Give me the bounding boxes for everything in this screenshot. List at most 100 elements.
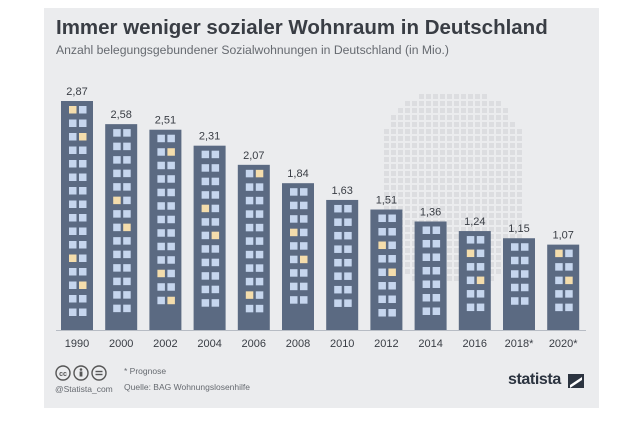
- bar-window: [167, 202, 175, 210]
- map-dot: [454, 220, 459, 225]
- bar-window: [157, 202, 165, 210]
- map-dot: [461, 185, 466, 190]
- bar-window: [255, 196, 264, 205]
- map-dot: [496, 129, 501, 134]
- map-dot: [496, 213, 501, 218]
- map-dot: [517, 178, 522, 183]
- map-dot: [517, 206, 522, 211]
- map-dot: [454, 227, 459, 232]
- map-dot: [496, 157, 501, 162]
- map-dot: [412, 234, 417, 239]
- map-dot: [419, 199, 424, 204]
- map-dot: [475, 94, 480, 99]
- map-dot: [496, 199, 501, 204]
- map-dot: [510, 150, 515, 155]
- statista-logo[interactable]: statista: [508, 371, 561, 388]
- map-dot: [489, 213, 494, 218]
- bar-window: [290, 255, 298, 264]
- bar-window: [79, 241, 87, 249]
- map-dot: [426, 206, 431, 211]
- map-dot: [496, 206, 501, 211]
- bar-window: [290, 188, 298, 196]
- map-dot: [440, 136, 445, 141]
- x-tick-label: 2012: [374, 338, 398, 350]
- map-dot: [447, 164, 452, 169]
- bar-window: [388, 255, 396, 263]
- bar-window: [157, 296, 165, 305]
- map-dot: [482, 108, 487, 113]
- map-dot: [419, 108, 424, 113]
- map-dot: [440, 101, 445, 106]
- map-dot: [419, 136, 424, 141]
- bar-window: [79, 133, 87, 141]
- map-dot: [384, 143, 389, 148]
- bar-building: [370, 209, 403, 330]
- map-dot: [517, 234, 522, 239]
- map-dot: [398, 171, 403, 176]
- map-dot: [412, 157, 417, 162]
- map-dot: [468, 136, 473, 141]
- map-dot: [419, 185, 424, 190]
- bar-window: [113, 183, 121, 191]
- bar-window: [211, 177, 220, 186]
- map-dot: [447, 276, 452, 281]
- bar-window: [69, 146, 77, 154]
- map-dot: [412, 164, 417, 169]
- map-dot: [489, 101, 494, 106]
- map-dot: [496, 220, 501, 225]
- value-labels: 2,87 2,58 2,51 2,31 2,07 1,84 1,63 1,51 1,36 1,24…: [66, 86, 574, 242]
- map-dot: [440, 129, 445, 134]
- bar-window: [245, 169, 254, 178]
- bar-window: [245, 210, 254, 218]
- bar: [237, 164, 270, 330]
- map-dot: [517, 129, 522, 134]
- map-dot: [426, 129, 431, 134]
- map-dot: [419, 206, 424, 211]
- bar-building: [282, 183, 314, 330]
- bar-window: [123, 304, 131, 313]
- bar-window: [69, 160, 77, 168]
- x-tick-label: 2010: [330, 338, 354, 350]
- map-dot: [412, 143, 417, 148]
- map-dot: [398, 164, 403, 169]
- bar-window: [113, 210, 121, 218]
- map-dot: [503, 108, 508, 113]
- bar-window: [521, 283, 529, 292]
- data-label: 1,63: [331, 185, 352, 197]
- bar-window: [521, 297, 529, 305]
- bar-window: [123, 291, 131, 299]
- map-dot: [440, 94, 445, 99]
- map-dot: [468, 94, 473, 99]
- bar-window: [565, 290, 573, 298]
- map-dot: [433, 164, 438, 169]
- bar-window: [113, 291, 121, 299]
- bar-window: [255, 169, 264, 178]
- bar-building: [193, 145, 226, 330]
- map-dot: [510, 143, 515, 148]
- bar-window: [167, 148, 175, 156]
- map-dot: [496, 178, 501, 183]
- bar-window: [113, 250, 121, 259]
- bar-window: [300, 242, 308, 250]
- bar-window: [432, 239, 441, 248]
- map-dot: [447, 157, 452, 162]
- map-dot: [503, 171, 508, 176]
- handle-text[interactable]: @Statista_com: [55, 384, 113, 394]
- svg-text:cc: cc: [59, 371, 67, 378]
- bar-window: [255, 223, 264, 232]
- map-dot: [489, 150, 494, 155]
- map-dot: [433, 185, 438, 190]
- bar-window: [157, 229, 165, 237]
- bar-window: [466, 249, 475, 258]
- bar-window: [113, 264, 121, 272]
- bar-window: [79, 173, 87, 181]
- footnote: * Prognose: [124, 366, 167, 376]
- bar-window: [290, 228, 298, 237]
- bar-window: [123, 223, 131, 232]
- map-dot: [475, 213, 480, 218]
- bar-window: [211, 218, 220, 226]
- data-label: 1,36: [420, 206, 441, 218]
- map-dot: [391, 185, 396, 190]
- map-dot: [510, 129, 515, 134]
- bar-window: [79, 295, 87, 303]
